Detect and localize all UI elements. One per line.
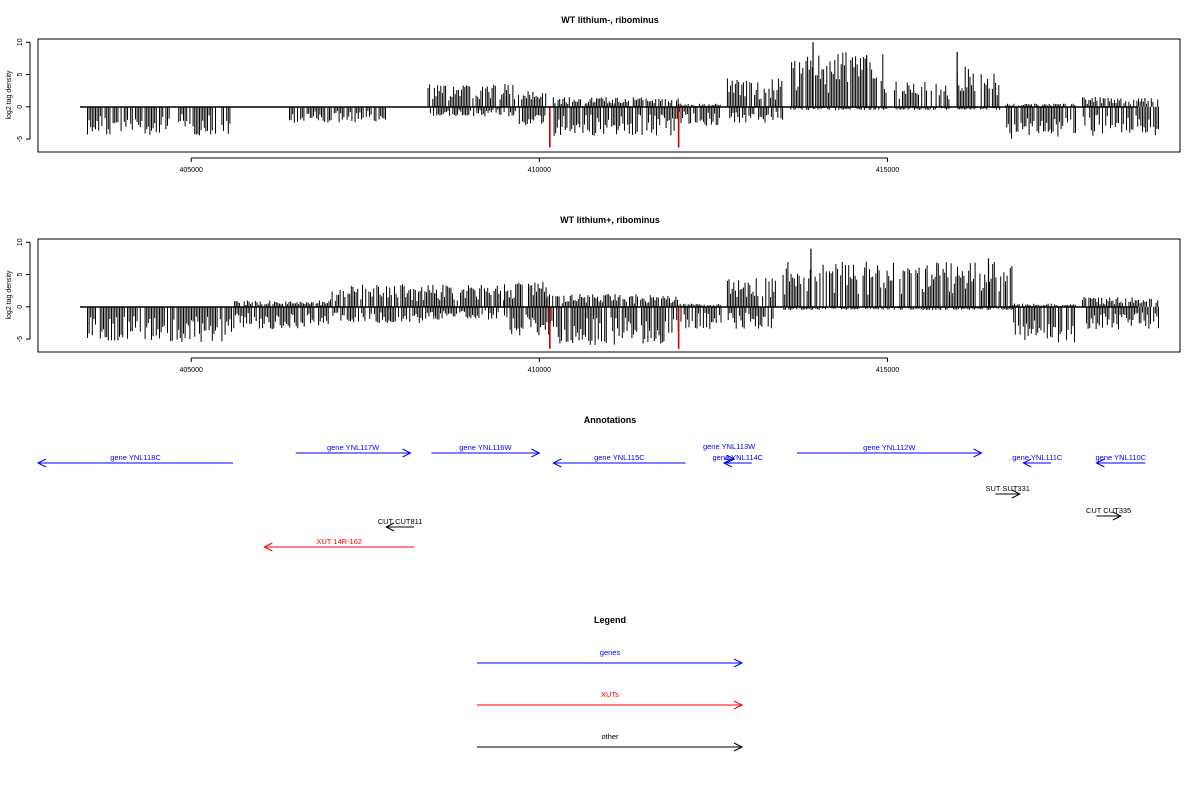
x-tick-label: 405000 [180, 367, 203, 374]
annotation-label: gene YNL111C [1012, 453, 1063, 462]
density-bars [87, 42, 1159, 148]
legend-label: other [601, 732, 619, 741]
annotation-arrow [295, 448, 412, 458]
y-tick-label: 5 [17, 72, 24, 76]
arrow-head [733, 700, 744, 710]
legend: genes XUTs other [477, 648, 744, 752]
annotation-arrow [1096, 511, 1122, 521]
annotation-label: gene YNL113W [703, 442, 756, 451]
annotation-arrow [1095, 458, 1146, 468]
y-axis: -5 0 5 10 [17, 38, 31, 142]
panel-lithium-minus: WT lithium-, ribominus log2 tag density … [6, 15, 1181, 174]
x-tick-label: 415000 [876, 367, 899, 374]
y-tick-label: 10 [17, 38, 24, 46]
density-bars [87, 248, 1159, 349]
panel-title: WT lithium-, ribominus [561, 15, 659, 25]
arrow-head [531, 448, 541, 458]
legend-label: genes [600, 648, 621, 657]
annotations-title: Annotations [584, 415, 637, 425]
legend-label: XUTs [601, 690, 619, 699]
arrow-head [1022, 458, 1032, 468]
plot-frame [37, 38, 1181, 153]
arrow-head [402, 448, 412, 458]
arrow-head [973, 448, 983, 458]
annotation-arrow [722, 458, 752, 468]
annotation-arrow [263, 542, 415, 552]
arrow-head [263, 542, 273, 552]
annotation-label: SUT SUT331 [985, 484, 1029, 493]
annotation-label: gene YNL117W [327, 443, 380, 452]
arrow-head [552, 458, 562, 468]
y-tick-label: 0 [17, 305, 24, 309]
plot-frame [37, 238, 1181, 353]
annotation-label: gene YNL116W [459, 443, 512, 452]
annotation-label: gene YNL118C [110, 453, 161, 462]
annotation-arrow [995, 489, 1021, 499]
y-tick-label: 0 [17, 105, 24, 109]
y-axis-label: log2 tag density [6, 270, 13, 320]
annotation-track: gene YNL118C gene YNL117W gene YNL116W gene… [36, 442, 1147, 552]
panel-lithium-plus: WT lithium+, ribominus log2 tag density … [6, 215, 1181, 374]
panel-title: WT lithium+, ribominus [560, 215, 660, 225]
annotation-arrow [552, 458, 686, 468]
annotation-arrow [1022, 458, 1052, 468]
y-axis-label: log2 tag density [6, 70, 13, 120]
annotation-label: CUT CUT811 [378, 517, 423, 526]
annotation-label: gene YNL114C [712, 453, 763, 462]
x-tick-label: 410000 [528, 367, 551, 374]
annotation-label: CUT CUT335 [1086, 506, 1131, 515]
y-tick-label: 10 [17, 238, 24, 246]
arrow-head [722, 458, 733, 468]
arrow-head [726, 454, 736, 464]
arrow-head [1011, 489, 1021, 499]
annotation-label: gene YNL112W [863, 443, 916, 452]
legend-arrow [477, 658, 744, 668]
annotation-arrow [385, 522, 415, 532]
legend-arrow [477, 742, 744, 752]
x-axis: 405000 410000 415000 [180, 357, 899, 374]
y-tick-label: -5 [17, 336, 24, 342]
arrow-head [1112, 511, 1122, 521]
y-tick-label: 5 [17, 272, 24, 276]
arrow-head [733, 658, 744, 668]
x-axis: 405000 410000 415000 [180, 157, 899, 174]
annotation-label: gene YNL110C [1095, 453, 1146, 462]
x-tick-label: 415000 [876, 167, 899, 174]
arrow-head [733, 742, 744, 752]
arrow-head [1095, 458, 1105, 468]
arrow-head [36, 458, 47, 468]
legend-title: Legend [594, 615, 626, 625]
annotation-arrow [797, 448, 983, 458]
y-tick-label: -5 [17, 136, 24, 142]
annotation-arrow [723, 454, 736, 464]
arrow-head [385, 522, 395, 532]
legend-arrow [477, 700, 744, 710]
y-axis: -5 0 5 10 [17, 238, 31, 342]
annotation-label: gene YNL115C [594, 453, 645, 462]
x-tick-label: 405000 [180, 167, 203, 174]
annotation-arrow [36, 458, 233, 468]
annotation-arrow [431, 448, 541, 458]
annotation-label: XUT 14R-162 [316, 537, 362, 546]
x-tick-label: 410000 [528, 167, 551, 174]
